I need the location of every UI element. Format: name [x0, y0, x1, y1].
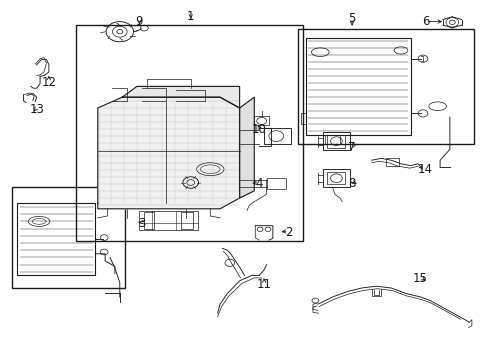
- Text: 4: 4: [255, 177, 263, 190]
- Bar: [139, 211, 198, 230]
- Polygon shape: [122, 86, 239, 108]
- Bar: [298, 29, 473, 144]
- Text: 9: 9: [135, 15, 143, 28]
- Text: 8: 8: [347, 177, 355, 190]
- Bar: [322, 169, 349, 187]
- Bar: [17, 203, 95, 275]
- Text: 5: 5: [347, 12, 355, 24]
- Bar: [326, 135, 345, 148]
- Bar: [326, 172, 345, 184]
- Text: 12: 12: [41, 76, 56, 89]
- Bar: [386, 158, 398, 166]
- Text: 7: 7: [347, 141, 355, 154]
- Polygon shape: [239, 97, 254, 198]
- Bar: [12, 187, 124, 288]
- Bar: [144, 212, 154, 229]
- Text: 3: 3: [138, 217, 145, 230]
- Bar: [266, 178, 285, 189]
- Polygon shape: [98, 97, 239, 209]
- Text: 1: 1: [186, 10, 194, 23]
- Bar: [305, 38, 410, 135]
- Text: 10: 10: [251, 123, 266, 136]
- Text: 11: 11: [256, 278, 271, 291]
- Text: 6: 6: [421, 15, 428, 28]
- Bar: [181, 212, 193, 229]
- Bar: [322, 132, 349, 150]
- Text: 15: 15: [412, 273, 427, 285]
- Bar: [254, 116, 268, 125]
- Bar: [264, 128, 290, 144]
- Bar: [76, 25, 303, 241]
- Text: 14: 14: [417, 163, 432, 176]
- Text: 13: 13: [29, 103, 44, 116]
- Text: 2: 2: [284, 226, 292, 239]
